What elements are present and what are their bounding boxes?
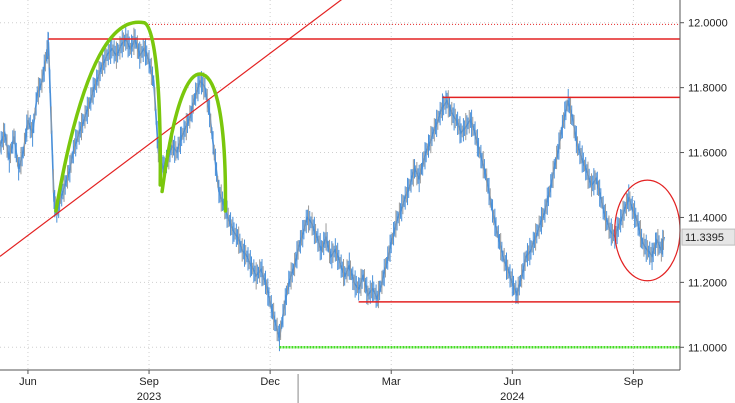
x-year-label: 2023 bbox=[137, 391, 161, 403]
series-line bbox=[0, 36, 665, 338]
x-tick-label: Jun bbox=[503, 376, 521, 388]
y-tick-label: 11.6000 bbox=[688, 148, 727, 160]
y-tick-label: 11.8000 bbox=[688, 83, 727, 95]
highlight-ellipse bbox=[614, 179, 681, 282]
pattern-arc bbox=[54, 20, 163, 213]
x-year-label: 2024 bbox=[500, 391, 524, 403]
last-value-label: 11.3395 bbox=[685, 232, 724, 244]
x-tick-label: Mar bbox=[382, 376, 401, 388]
x-tick-label: Sep bbox=[624, 376, 644, 388]
y-tick-label: 11.4000 bbox=[688, 212, 727, 224]
y-tick-label: 12.0000 bbox=[688, 18, 728, 30]
pattern-arc bbox=[160, 72, 228, 213]
x-tick-label: Jun bbox=[19, 376, 37, 388]
price-series bbox=[0, 27, 665, 352]
y-tick-label: 11.2000 bbox=[688, 277, 727, 289]
x-tick-label: Dec bbox=[260, 376, 280, 388]
trend-line bbox=[0, 0, 343, 257]
x-tick-label: Sep bbox=[139, 376, 159, 388]
annotations bbox=[0, 0, 681, 349]
y-tick-label: 11.0000 bbox=[688, 342, 727, 354]
last-value-box bbox=[681, 228, 735, 246]
